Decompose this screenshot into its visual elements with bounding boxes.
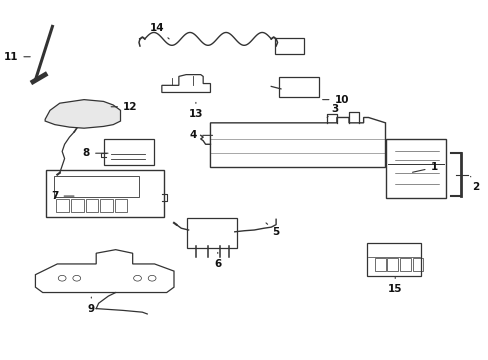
Text: 6: 6 [214, 252, 221, 269]
Text: 10: 10 [322, 95, 348, 105]
Text: 7: 7 [51, 191, 74, 201]
Text: 5: 5 [265, 223, 279, 237]
Text: 12: 12 [111, 102, 137, 112]
Text: 14: 14 [149, 23, 169, 39]
Polygon shape [45, 100, 120, 128]
Text: 9: 9 [88, 297, 95, 314]
Text: 2: 2 [469, 176, 478, 192]
Text: 8: 8 [82, 148, 108, 158]
Text: 15: 15 [387, 278, 402, 294]
Text: 11: 11 [4, 52, 30, 62]
Text: 13: 13 [188, 102, 203, 119]
Text: 4: 4 [189, 130, 212, 140]
Text: 3: 3 [326, 104, 337, 117]
Text: 1: 1 [412, 162, 437, 172]
